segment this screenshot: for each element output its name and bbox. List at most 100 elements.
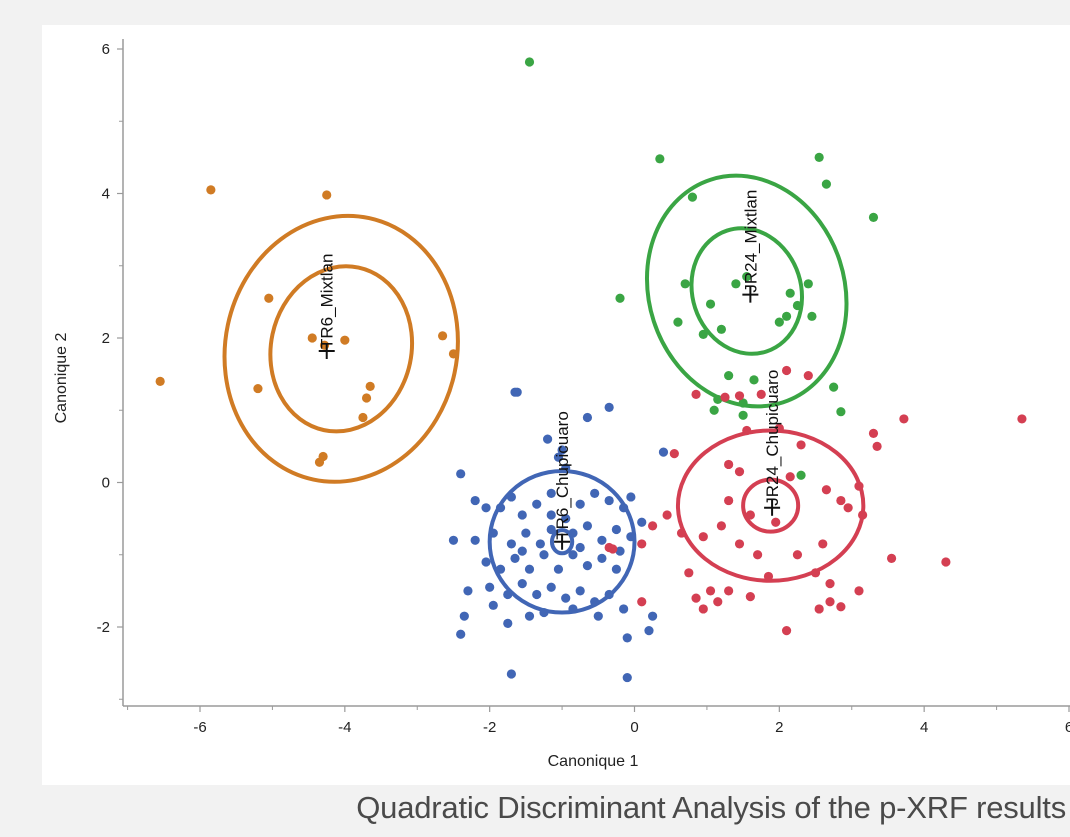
inner-ellipse-jr24-mixtlan <box>689 226 805 356</box>
data-point-tr6-chupicuaro <box>506 669 516 679</box>
data-point-tr6-chupicuaro <box>582 412 593 423</box>
data-point-jr24-mixtlan <box>716 324 727 334</box>
data-point-jr24-chupicuaro <box>821 485 832 495</box>
data-point-tr6-chupicuaro <box>622 672 632 683</box>
x-axis-label: Canonique 1 <box>548 753 639 770</box>
data-point-tr6-chupicuaro <box>553 452 564 462</box>
data-point-jr24-chupicuaro <box>825 579 835 589</box>
data-point-jr24-mixtlan <box>785 288 795 298</box>
data-point-tr6-chupicuaro <box>582 560 593 571</box>
outer-ellipse-jr24-mixtlan <box>644 173 849 409</box>
data-point-tr6-chupicuaro <box>611 524 621 535</box>
data-point-tr6-chupicuaro <box>561 514 571 524</box>
data-point-jr24-chupicuaro <box>720 392 730 402</box>
data-point-tr6-mixtlan <box>206 185 216 195</box>
data-point-tr6-chupicuaro <box>488 600 498 610</box>
data-point-jr24-mixtlan <box>698 329 708 339</box>
data-point-jr24-mixtlan <box>709 405 719 415</box>
data-point-jr24-chupicuaro <box>716 521 727 531</box>
data-point-tr6-mixtlan <box>340 335 350 345</box>
data-point-jr24-chupicuaro <box>868 428 879 438</box>
data-point-jr24-mixtlan <box>738 410 748 420</box>
data-point-tr6-chupicuaro <box>517 546 527 556</box>
data-point-tr6-mixtlan <box>322 190 332 200</box>
data-point-jr24-chupicuaro <box>854 586 864 596</box>
y-tick-label: 0 <box>102 475 110 492</box>
group-label-jr24-mixtlan: JR24_Mixtlan <box>741 190 760 293</box>
data-point-jr24-chupicuaro <box>1017 414 1027 424</box>
data-point-jr24-chupicuaro <box>724 495 734 506</box>
data-point-tr6-chupicuaro <box>517 510 527 520</box>
data-point-jr24-chupicuaro <box>676 528 687 538</box>
data-point-tr6-chupicuaro <box>448 535 459 545</box>
data-point-jr24-chupicuaro <box>684 568 694 578</box>
data-point-tr6-chupicuaro <box>524 564 535 574</box>
data-point-jr24-chupicuaro <box>698 604 708 614</box>
data-point-jr24-chupicuaro <box>872 441 882 451</box>
data-point-jr24-chupicuaro <box>698 532 708 542</box>
y-tick-label: 4 <box>102 186 110 203</box>
data-point-tr6-chupicuaro <box>568 550 578 560</box>
data-point-tr6-chupicuaro <box>593 611 603 621</box>
data-point-tr6-chupicuaro <box>604 402 614 412</box>
data-point-tr6-chupicuaro <box>535 539 545 549</box>
data-point-jr24-chupicuaro <box>836 495 846 506</box>
data-point-jr24-mixtlan <box>524 57 535 67</box>
data-point-jr24-chupicuaro <box>854 481 864 491</box>
data-point-tr6-mixtlan <box>358 412 368 423</box>
data-point-jr24-mixtlan <box>738 398 748 408</box>
data-point-jr24-chupicuaro <box>796 440 806 450</box>
inner-ellipse-tr6-mixtlan <box>268 264 415 434</box>
data-point-jr24-chupicuaro <box>608 544 618 554</box>
data-point-tr6-chupicuaro <box>521 528 531 538</box>
group-label-tr6-chupicuaro: TR6_Chupicuaro <box>553 411 572 540</box>
data-point-tr6-chupicuaro <box>532 589 542 600</box>
data-point-tr6-chupicuaro <box>546 582 556 592</box>
data-point-tr6-chupicuaro <box>456 629 466 639</box>
data-point-tr6-chupicuaro <box>546 510 556 520</box>
data-point-tr6-mixtlan <box>365 381 375 392</box>
x-tick-label: 2 <box>775 719 783 736</box>
data-point-jr24-chupicuaro <box>771 517 781 527</box>
data-point-jr24-chupicuaro <box>713 597 723 607</box>
data-point-tr6-chupicuaro <box>524 611 535 621</box>
data-point-tr6-chupicuaro <box>485 582 495 592</box>
data-point-jr24-chupicuaro <box>814 604 824 614</box>
data-point-jr24-mixtlan <box>731 279 741 289</box>
data-point-jr24-mixtlan <box>814 152 824 162</box>
data-point-tr6-chupicuaro <box>619 604 629 614</box>
data-point-tr6-chupicuaro <box>658 447 669 457</box>
data-point-tr6-chupicuaro <box>456 469 466 479</box>
data-point-tr6-chupicuaro <box>510 553 520 563</box>
data-point-jr24-chupicuaro <box>753 550 763 560</box>
outer-ellipse-tr6-mixtlan <box>222 213 460 484</box>
data-point-tr6-chupicuaro <box>470 495 480 506</box>
data-point-tr6-chupicuaro <box>539 550 549 560</box>
data-point-jr24-chupicuaro <box>803 370 813 381</box>
data-point-jr24-chupicuaro <box>792 550 803 560</box>
inner-ellipse-jr24-chupicuaro <box>741 477 801 534</box>
outer-ellipse-tr6-chupicuaro <box>487 468 637 615</box>
data-point-tr6-mixtlan <box>253 383 263 394</box>
data-point-tr6-chupicuaro <box>546 488 556 498</box>
data-point-jr24-chupicuaro <box>742 425 752 436</box>
data-point-tr6-chupicuaro <box>506 492 516 502</box>
data-point-jr24-mixtlan <box>774 317 784 327</box>
data-point-tr6-mixtlan <box>437 331 448 341</box>
data-point-tr6-chupicuaro <box>575 542 585 553</box>
data-point-tr6-mixtlan <box>264 293 274 303</box>
data-point-jr24-chupicuaro <box>763 571 774 582</box>
data-point-tr6-chupicuaro <box>615 546 625 556</box>
data-point-jr24-chupicuaro <box>756 389 766 399</box>
data-point-jr24-mixtlan <box>749 375 759 385</box>
data-point-jr24-chupicuaro <box>781 365 792 376</box>
data-point-jr24-chupicuaro <box>745 592 755 602</box>
data-point-jr24-mixtlan <box>705 299 716 309</box>
data-point-jr24-chupicuaro <box>818 539 828 549</box>
data-point-jr24-mixtlan <box>796 470 806 480</box>
data-point-tr6-chupicuaro <box>626 492 636 502</box>
data-point-jr24-chupicuaro <box>669 449 679 459</box>
data-point-jr24-mixtlan <box>742 271 752 282</box>
data-point-tr6-chupicuaro <box>506 539 516 549</box>
data-point-jr24-chupicuaro <box>836 602 846 612</box>
